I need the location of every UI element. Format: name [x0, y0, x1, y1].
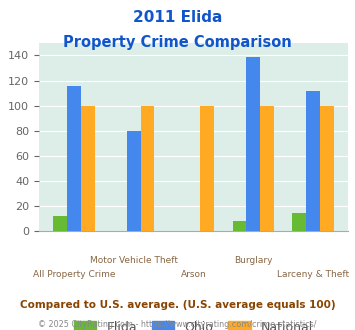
Text: © 2025 CityRating.com - https://www.cityrating.com/crime-statistics/: © 2025 CityRating.com - https://www.city…	[38, 320, 317, 329]
Bar	[233, 221, 246, 231]
Bar	[246, 57, 260, 231]
Bar	[306, 90, 320, 231]
Bar	[141, 106, 154, 231]
Bar	[260, 106, 274, 231]
Text: Compared to U.S. average. (U.S. average equals 100): Compared to U.S. average. (U.S. average …	[20, 300, 335, 310]
Text: 2011 Elida: 2011 Elida	[133, 10, 222, 25]
Text: Larceny & Theft: Larceny & Theft	[277, 270, 349, 279]
Text: Property Crime Comparison: Property Crime Comparison	[63, 35, 292, 50]
Bar	[201, 106, 214, 231]
Bar	[127, 131, 141, 231]
Legend: Elida, Ohio, National: Elida, Ohio, National	[69, 316, 318, 330]
Text: Arson: Arson	[181, 270, 206, 279]
Text: All Property Crime: All Property Crime	[33, 270, 115, 279]
Bar	[292, 214, 306, 231]
Text: Motor Vehicle Theft: Motor Vehicle Theft	[90, 256, 178, 265]
Bar	[320, 106, 334, 231]
Text: Burglary: Burglary	[234, 256, 273, 265]
Bar	[81, 106, 95, 231]
Bar	[53, 216, 67, 231]
Bar	[67, 85, 81, 231]
